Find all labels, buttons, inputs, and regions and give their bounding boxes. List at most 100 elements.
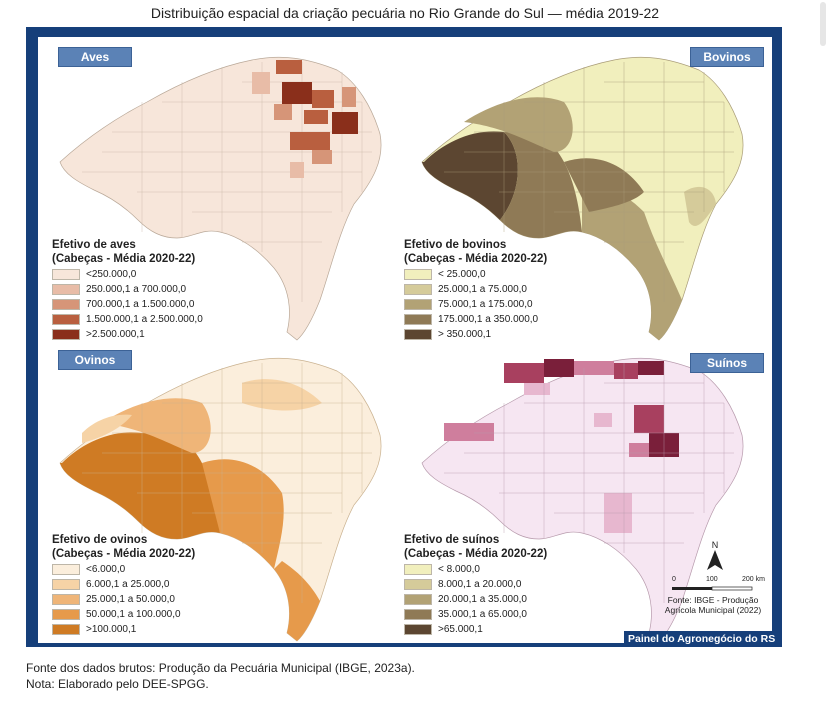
legend-swatch-aves (52, 283, 80, 295)
legend-label-aves: <250.000,0 (86, 268, 137, 280)
legend-item-aves: <250.000,0 (52, 267, 203, 281)
legend-label-ovinos: >100.000,1 (86, 623, 137, 635)
legend-swatch-ovinos (52, 563, 80, 575)
legend-swatch-aves (52, 313, 80, 325)
north-label: N (711, 540, 719, 550)
legend-item-suinos: >65.000,1 (404, 622, 547, 636)
legend-item-suinos: 20.000,1 a 35.000,0 (404, 592, 547, 606)
legend-swatch-ovinos (52, 578, 80, 590)
tag-aves: Aves (58, 47, 132, 67)
legend-swatch-bovinos (404, 268, 432, 280)
scrollbar[interactable] (820, 2, 826, 46)
legend-swatch-aves (52, 328, 80, 340)
legend-title-bovinos: Efetivo de bovinos (404, 239, 507, 251)
legend-label-ovinos: 25.000,1 a 50.000,0 (86, 593, 175, 605)
legend-swatch-bovinos (404, 283, 432, 295)
legend-label-aves: 1.500.000,1 a 2.500.000,0 (86, 313, 203, 325)
legend-label-aves: 250.000,1 a 700.000,0 (86, 283, 187, 295)
panel-ovinos: Ovinos Efetivo de ovinos (Cabeças - Médi… (42, 343, 402, 643)
map-source: Fonte: IBGE - Produção Agrícola Municipa… (664, 595, 762, 615)
legend-label-ovinos: 6.000,1 a 25.000,0 (86, 578, 170, 590)
legend-label-bovinos: 25.000,1 a 75.000,0 (438, 283, 527, 295)
panel-aves: Aves Efetivo de aves (Cabeças - Média 20… (42, 42, 402, 342)
legend-title-ovinos: Efetivo de ovinos (52, 534, 148, 546)
legend-swatch-bovinos (404, 298, 432, 310)
municipality-grid-bovinos (444, 62, 734, 302)
high-density-aves (252, 60, 358, 178)
scale-bar: 0 100 200 km (672, 576, 765, 592)
brand-label: Painel do Agronegócio do RS (624, 631, 780, 647)
legend-item-aves: 1.500.000,1 a 2.500.000,0 (52, 312, 203, 326)
legend-swatch-suinos (404, 563, 432, 575)
footnote-note: Nota: Elaborado pelo DEE-SPGG. (26, 677, 209, 691)
footnote-source: Fonte dos dados brutos: Produção da Pecu… (26, 661, 415, 675)
legend-item-aves: >2.500.000,1 (52, 327, 203, 341)
legend-swatch-bovinos (404, 328, 432, 340)
legend-swatch-ovinos (52, 593, 80, 605)
legend-swatch-aves (52, 298, 80, 310)
legend-label-bovinos: 75.000,1 a 175.000,0 (438, 298, 533, 310)
legend-subtitle-aves: (Cabeças - Média 2020-22) (52, 253, 196, 265)
municipality-grid-aves (82, 62, 372, 302)
legend-label-aves: 700.000,1 a 1.500.000,0 (86, 298, 195, 310)
legend-label-bovinos: > 350.000,1 (438, 328, 492, 340)
legend-swatch-ovinos (52, 608, 80, 620)
panel-suinos: Suínos Efetivo de suínos (Cabeças - Médi… (404, 343, 770, 643)
tag-ovinos: Ovinos (58, 350, 132, 370)
legend-item-bovinos: < 25.000,0 (404, 267, 547, 281)
legend-item-ovinos: 25.000,1 a 50.000,0 (52, 592, 195, 606)
figure-title: Distribuição espacial da criação pecuári… (150, 5, 660, 21)
legend-label-aves: >2.500.000,1 (86, 328, 145, 340)
legend-item-ovinos: >100.000,1 (52, 622, 195, 636)
map-bovinos (421, 56, 744, 341)
legend-label-suinos: 8.000,1 a 20.000,0 (438, 578, 522, 590)
legend-subtitle-ovinos: (Cabeças - Média 2020-22) (52, 548, 196, 560)
legend-swatch-bovinos (404, 313, 432, 325)
legend-item-ovinos: 6.000,1 a 25.000,0 (52, 577, 195, 591)
legend-label-ovinos: 50.000,1 a 100.000,0 (86, 608, 181, 620)
map-ovinos (59, 357, 382, 642)
legend-label-suinos: 20.000,1 a 35.000,0 (438, 593, 527, 605)
municipality-grid-suinos (444, 363, 734, 603)
legend-swatch-suinos (404, 593, 432, 605)
tag-suinos: Suínos (690, 353, 764, 373)
legend-swatch-ovinos (52, 623, 80, 635)
legend-label-ovinos: <6.000,0 (86, 563, 126, 575)
map-aves (59, 56, 382, 341)
legend-subtitle-bovinos: (Cabeças - Média 2020-22) (404, 253, 548, 265)
legend-ovinos: Efetivo de ovinos (Cabeças - Média 2020-… (52, 533, 195, 636)
legend-subtitle-suinos: (Cabeças - Média 2020-22) (404, 548, 548, 560)
legend-bovinos: Efetivo de bovinos (Cabeças - Média 2020… (404, 238, 547, 341)
legend-label-suinos: >65.000,1 (438, 623, 483, 635)
legend-item-bovinos: 25.000,1 a 75.000,0 (404, 282, 547, 296)
legend-label-suinos: 35.000,1 a 65.000,0 (438, 608, 527, 620)
legend-title-suinos: Efetivo de suínos (404, 534, 500, 546)
legend-title-aves: Efetivo de aves (52, 239, 136, 251)
legend-item-aves: 250.000,1 a 700.000,0 (52, 282, 203, 296)
map-suinos (421, 357, 744, 642)
legend-suinos: Efetivo de suínos (Cabeças - Média 2020-… (404, 533, 547, 636)
legend-label-bovinos: 175.000,1 a 350.000,0 (438, 313, 539, 325)
legend-label-bovinos: < 25.000,0 (438, 268, 486, 280)
legend-swatch-suinos (404, 578, 432, 590)
legend-item-bovinos: 175.000,1 a 350.000,0 (404, 312, 547, 326)
scale-bar-line (672, 586, 753, 591)
rs-outline-aves (59, 56, 382, 341)
legend-item-suinos: 35.000,1 a 65.000,0 (404, 607, 547, 621)
legend-swatch-suinos (404, 623, 432, 635)
scale-label-100: 100 (706, 576, 718, 583)
legend-swatch-suinos (404, 608, 432, 620)
legend-item-bovinos: > 350.000,1 (404, 327, 547, 341)
legend-swatch-aves (52, 268, 80, 280)
scale-label-200: 200 km (742, 576, 765, 583)
legend-item-suinos: 8.000,1 a 20.000,0 (404, 577, 547, 591)
north-arrow-icon (707, 550, 723, 570)
legend-item-suinos: < 8.000,0 (404, 562, 547, 576)
legend-item-ovinos: <6.000,0 (52, 562, 195, 576)
legend-aves: Efetivo de aves (Cabeças - Média 2020-22… (52, 238, 203, 341)
legend-label-suinos: < 8.000,0 (438, 563, 480, 575)
panel-bovinos: Bovinos Efetivo de bovinos (Cabeças - Mé… (404, 42, 770, 342)
north-arrow: N (705, 540, 725, 574)
municipality-grid-ovinos (82, 363, 372, 603)
legend-item-aves: 700.000,1 a 1.500.000,0 (52, 297, 203, 311)
